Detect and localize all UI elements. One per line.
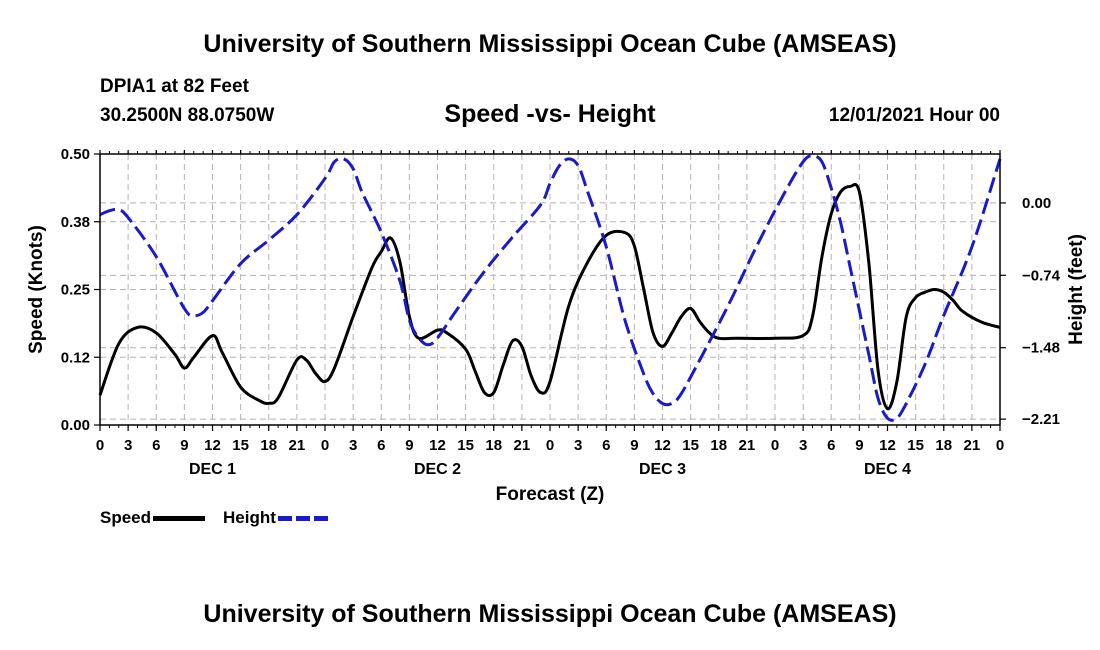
x-tick-label: 15 — [907, 437, 924, 454]
x-tick-label: 12 — [654, 437, 671, 454]
x-tick-label: 3 — [799, 437, 807, 454]
y-axis-right-label: Height (feet) — [1066, 234, 1087, 345]
x-axis-label: Forecast (Z) — [496, 484, 605, 505]
x-tick-label: 21 — [964, 437, 981, 454]
x-tick-label: 15 — [682, 437, 699, 454]
day-label: DEC 1 — [189, 461, 236, 478]
legend-speed-label: Speed — [100, 508, 152, 527]
legend-speed-swatch — [153, 515, 206, 521]
y-right-tick-label: −2.21 — [1022, 411, 1060, 428]
x-tick-label: 3 — [349, 437, 357, 454]
x-tick-label: 21 — [289, 437, 306, 454]
axes-layer: 0 3 6 9 12 15 18 21 0 3 6 9 12 15 18 21 0 3 6 9 12 15 18 21 0 3 6 9… — [61, 146, 1061, 478]
x-tick-label: 3 — [124, 437, 132, 454]
y-axis-left-label: Speed (Knots) — [26, 225, 47, 354]
x-tick-label: 9 — [855, 437, 863, 454]
day-label: DEC 4 — [864, 461, 911, 478]
legend-item-speed: Speed — [100, 508, 206, 528]
x-tick-label: 0 — [96, 437, 104, 454]
y-left-tick-label: 0.25 — [61, 282, 90, 299]
x-tick-label: 6 — [152, 437, 160, 454]
y-left-tick-label: 0.00 — [61, 417, 90, 434]
y-left-tick-label: 0.12 — [61, 349, 90, 366]
forecast-datetime: 12/01/2021 Hour 00 — [828, 105, 1000, 126]
x-tick-label: 0 — [771, 437, 779, 454]
x-tick-label: 9 — [630, 437, 638, 454]
x-tick-label: 18 — [485, 437, 502, 454]
legend-height-label: Height — [223, 508, 276, 527]
x-tick-label: 21 — [739, 437, 756, 454]
x-tick-label: 9 — [180, 437, 188, 454]
series-line-height — [99, 154, 1002, 422]
footer-title: University of Southern Mississippi Ocean… — [203, 600, 897, 628]
x-tick-label: 12 — [204, 437, 221, 454]
y-left-tick-label: 0.50 — [61, 146, 90, 163]
x-tick-label: 15 — [232, 437, 249, 454]
x-tick-label: 18 — [935, 437, 952, 454]
chart-subtitle: Speed -vs- Height — [444, 100, 656, 128]
x-tick-label: 21 — [514, 437, 531, 454]
x-tick-label: 6 — [827, 437, 835, 454]
x-tick-label: 0 — [996, 437, 1004, 454]
series-line-speed — [98, 182, 1001, 411]
x-tick-label: 12 — [429, 437, 446, 454]
x-tick-label: 0 — [321, 437, 329, 454]
day-label: DEC 3 — [639, 461, 686, 478]
y-right-tick-label: −0.74 — [1022, 267, 1061, 284]
x-tick-label: 3 — [574, 437, 582, 454]
y-right-tick-label: −1.48 — [1022, 340, 1060, 357]
y-left-tick-label: 0.38 — [61, 214, 90, 231]
legend-height-swatch — [277, 515, 330, 521]
station-label: DPIA1 at 82 Feet — [100, 76, 249, 97]
legend: Speed Height — [100, 508, 348, 528]
x-tick-label: 9 — [405, 437, 413, 454]
x-tick-label: 6 — [377, 437, 385, 454]
x-tick-label: 18 — [260, 437, 277, 454]
chart-main-title: University of Southern Mississippi Ocean… — [203, 30, 897, 58]
x-tick-label: 18 — [710, 437, 727, 454]
x-tick-label: 15 — [457, 437, 474, 454]
day-label: DEC 2 — [414, 461, 461, 478]
legend-item-height: Height — [223, 508, 330, 528]
grid-layer — [100, 154, 1000, 425]
x-tick-label: 0 — [546, 437, 554, 454]
series-layer — [98, 154, 1002, 422]
coordinates-label: 30.2500N 88.0750W — [100, 105, 275, 126]
x-tick-label: 6 — [602, 437, 610, 454]
x-tick-label: 12 — [879, 437, 896, 454]
y-right-tick-label: 0.00 — [1022, 195, 1051, 212]
